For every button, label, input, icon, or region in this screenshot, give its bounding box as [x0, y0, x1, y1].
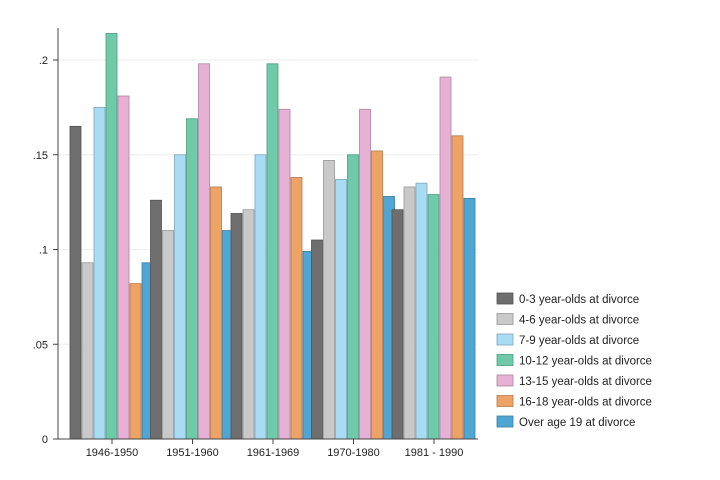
legend: 0-3 year-olds at divorce 4-6 year-olds at… — [496, 292, 652, 429]
y-tick-label: .2 — [39, 55, 48, 67]
bar — [198, 63, 210, 440]
bar — [463, 197, 476, 440]
legend-label: 10-12 year-olds at divorce — [519, 356, 652, 368]
bar — [290, 177, 303, 440]
axes: 0 .05 .1 .15 .2 1946-1950 1951-1960 1961-1969 19… — [33, 28, 478, 459]
legend-swatch — [496, 292, 514, 305]
bar — [117, 95, 130, 440]
x-tick-label: 1946-1950 — [86, 447, 139, 459]
bar — [415, 182, 428, 440]
legend-swatch — [496, 395, 514, 407]
legend-swatch — [496, 313, 514, 325]
legend-label: 4-6 year-olds at divorce — [519, 315, 639, 327]
bar — [391, 209, 404, 440]
bar — [371, 150, 383, 440]
legend-swatch — [496, 354, 514, 366]
x-tick-label: 1981 - 1990 — [405, 447, 464, 459]
legend-label: 0-3 year-olds at divorce — [519, 294, 639, 306]
bar — [93, 106, 106, 440]
x-tick-label: 1951-1960 — [166, 447, 219, 459]
bar — [210, 186, 222, 440]
bar — [105, 33, 118, 440]
legend-swatch — [496, 374, 514, 387]
bar — [81, 262, 94, 440]
bar — [311, 239, 323, 440]
x-tick-label: 1961-1969 — [247, 447, 300, 459]
x-tick-label: 1970-1980 — [327, 447, 380, 459]
bar — [278, 108, 291, 440]
bar — [162, 230, 174, 440]
legend-swatch — [496, 333, 514, 346]
legend-label: 16-18 year-olds at divorce — [519, 397, 652, 409]
bar — [186, 118, 198, 440]
y-tick-label: 0 — [42, 434, 48, 446]
bar — [403, 186, 416, 440]
bar — [359, 108, 371, 440]
bar — [323, 160, 335, 440]
bar — [129, 283, 142, 440]
bar — [266, 63, 279, 440]
bar — [254, 154, 267, 440]
bar — [150, 199, 162, 440]
bar — [242, 209, 255, 440]
bar — [427, 194, 440, 440]
bar — [439, 76, 452, 440]
bar — [230, 213, 243, 440]
legend-label: Over age 19 at divorce — [519, 417, 635, 429]
legend-label: 7-9 year-olds at divorce — [519, 335, 639, 347]
legend-label: 13-15 year-olds at divorce — [519, 376, 652, 388]
y-tick-label: .05 — [33, 339, 48, 351]
bar — [69, 125, 82, 440]
bar — [174, 154, 186, 440]
legend-swatch — [496, 415, 514, 428]
bar — [335, 178, 347, 440]
bar — [347, 154, 359, 440]
y-tick-label: .15 — [33, 150, 48, 162]
y-tick-label: .1 — [39, 245, 48, 257]
bar — [451, 135, 464, 440]
bars — [69, 33, 476, 440]
